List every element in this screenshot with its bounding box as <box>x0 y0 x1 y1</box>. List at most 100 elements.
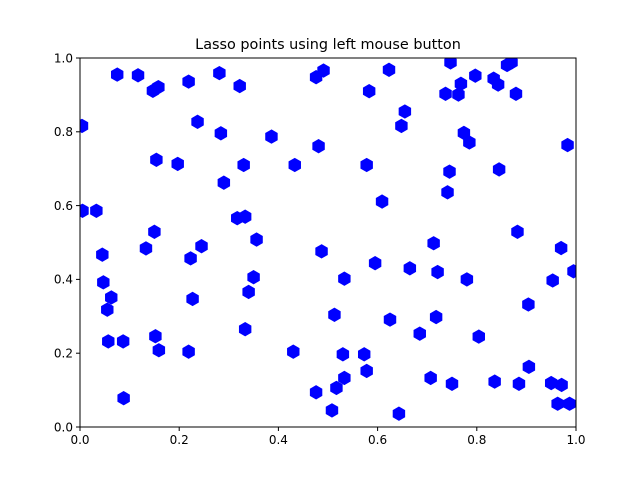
data-point[interactable] <box>382 62 396 77</box>
data-point[interactable] <box>238 322 252 337</box>
data-point[interactable] <box>242 284 255 300</box>
data-point[interactable] <box>76 118 89 134</box>
data-point[interactable] <box>195 239 208 254</box>
data-point[interactable] <box>452 87 465 102</box>
data-point[interactable] <box>148 224 161 239</box>
data-point[interactable] <box>237 157 250 173</box>
data-point[interactable] <box>186 291 199 307</box>
data-point[interactable] <box>152 343 166 358</box>
data-point[interactable] <box>238 209 252 224</box>
data-point[interactable] <box>171 156 184 172</box>
data-point[interactable] <box>312 139 325 154</box>
data-point[interactable] <box>149 329 162 344</box>
data-point[interactable] <box>101 302 114 317</box>
data-point[interactable] <box>427 236 440 251</box>
y-tick-label: 1.0 <box>54 51 73 65</box>
data-point[interactable] <box>567 264 579 279</box>
data-point[interactable] <box>150 152 163 168</box>
data-point[interactable] <box>288 157 301 173</box>
data-point[interactable] <box>250 232 263 247</box>
data-point[interactable] <box>117 391 130 406</box>
y-tick-label: 0.6 <box>54 199 73 213</box>
data-point[interactable] <box>505 56 518 70</box>
data-point[interactable] <box>357 347 371 362</box>
data-point[interactable] <box>233 78 246 94</box>
data-point[interactable] <box>102 334 115 349</box>
data-point[interactable] <box>443 164 456 179</box>
data-point[interactable] <box>444 56 457 70</box>
data-point[interactable] <box>395 118 408 134</box>
data-point[interactable] <box>403 261 417 276</box>
data-point[interactable] <box>77 203 89 218</box>
data-point[interactable] <box>315 244 328 259</box>
data-point[interactable] <box>182 74 195 89</box>
data-point[interactable] <box>555 377 568 393</box>
data-point[interactable] <box>511 224 524 239</box>
data-point[interactable] <box>328 307 341 322</box>
data-point[interactable] <box>338 370 351 386</box>
data-point[interactable] <box>317 63 330 78</box>
data-point[interactable] <box>546 273 559 288</box>
data-point[interactable] <box>492 162 506 177</box>
data-point[interactable] <box>336 347 350 362</box>
data-point[interactable] <box>182 344 195 359</box>
data-point[interactable] <box>309 385 323 400</box>
data-point[interactable] <box>491 77 505 92</box>
data-point[interactable] <box>551 396 564 411</box>
data-point[interactable] <box>561 137 574 153</box>
data-point[interactable] <box>488 374 501 389</box>
data-point[interactable] <box>472 329 485 344</box>
data-point[interactable] <box>110 67 124 82</box>
data-point[interactable] <box>116 334 130 349</box>
data-point[interactable] <box>90 203 103 218</box>
data-point[interactable] <box>184 251 197 266</box>
data-point[interactable] <box>383 312 397 327</box>
data-point[interactable] <box>463 135 476 150</box>
data-point[interactable] <box>105 290 118 305</box>
data-point[interactable] <box>469 68 482 83</box>
data-point[interactable] <box>330 380 343 396</box>
data-point[interactable] <box>139 241 153 256</box>
data-point[interactable] <box>445 376 459 392</box>
data-point[interactable] <box>522 297 535 312</box>
data-point[interactable] <box>375 194 389 209</box>
data-point[interactable] <box>191 114 204 130</box>
points-layer[interactable] <box>76 56 579 421</box>
data-point[interactable] <box>265 129 278 144</box>
data-point[interactable] <box>368 255 382 271</box>
x-tick-label: 0.4 <box>269 433 288 447</box>
data-point[interactable] <box>512 376 526 392</box>
data-point[interactable] <box>424 370 437 386</box>
data-point[interactable] <box>544 375 558 391</box>
data-point[interactable] <box>441 185 454 200</box>
data-point[interactable] <box>96 247 109 262</box>
data-point[interactable] <box>360 157 373 173</box>
data-point[interactable] <box>431 264 444 280</box>
data-point[interactable] <box>392 406 406 421</box>
data-point[interactable] <box>509 86 523 101</box>
data-point[interactable] <box>439 86 452 101</box>
data-point[interactable] <box>522 359 536 375</box>
data-point[interactable] <box>362 84 376 99</box>
data-point[interactable] <box>213 65 226 81</box>
data-point[interactable] <box>429 309 443 325</box>
data-point[interactable] <box>214 126 228 141</box>
data-point[interactable] <box>338 271 351 286</box>
data-point[interactable] <box>325 403 339 418</box>
data-point[interactable] <box>460 272 474 287</box>
data-point[interactable] <box>97 275 110 290</box>
data-point[interactable] <box>247 270 260 285</box>
data-point[interactable] <box>131 68 145 83</box>
data-point[interactable] <box>563 396 576 411</box>
data-point[interactable] <box>398 104 412 119</box>
data-point[interactable] <box>554 240 568 256</box>
data-point[interactable] <box>152 79 165 95</box>
x-axis: 0.0 0.2 0.4 0.6 0.8 1.0 <box>70 427 586 447</box>
data-point[interactable] <box>454 76 468 92</box>
data-point[interactable] <box>413 326 426 341</box>
data-point[interactable] <box>287 344 300 359</box>
data-point[interactable] <box>217 175 231 190</box>
data-point[interactable] <box>360 363 373 379</box>
